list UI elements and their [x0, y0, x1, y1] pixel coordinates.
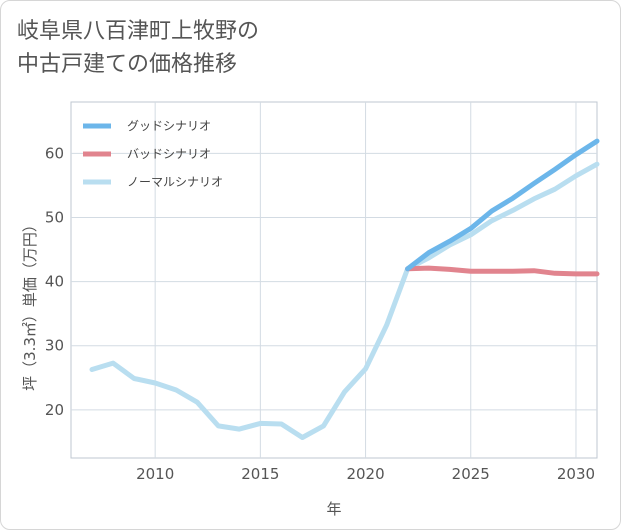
y-tick-label: 30: [45, 337, 64, 355]
y-axis-ticks: 20 30 40 50 60: [45, 144, 64, 419]
series-layer: [89, 138, 600, 440]
legend-label-bad: バッドシナリオ: [127, 147, 211, 161]
y-axis-title: 坪（3.3㎡）単価（万円）: [21, 217, 39, 391]
plot-area: [70, 101, 598, 459]
x-tick-label: 2025: [452, 465, 490, 483]
series-line-normal: [89, 161, 600, 440]
series-line-good: [405, 138, 600, 272]
x-axis-ticks: 2010 2015 2020 2025 2030: [136, 465, 595, 483]
y-tick-label: 40: [45, 273, 64, 291]
x-tick-label: 2030: [557, 465, 595, 483]
series-line-bad: [405, 265, 600, 277]
x-gridlines: [154, 102, 577, 458]
x-axis-title: 年: [326, 500, 341, 518]
x-tick-label: 2020: [346, 465, 384, 483]
x-tick-label: 2015: [241, 465, 279, 483]
chart-title: 岐阜県八百津町上牧野の 中古戸建ての価格推移: [17, 15, 259, 81]
title-line-2: 中古戸建ての価格推移: [17, 52, 238, 77]
legend-label-normal: ノーマルシナリオ: [127, 175, 223, 189]
y-tick-label: 50: [45, 208, 64, 226]
x-tick-label: 2010: [136, 465, 174, 483]
legend-label-good: グッドシナリオ: [127, 119, 211, 133]
title-line-1: 岐阜県八百津町上牧野の: [17, 19, 260, 44]
y-tick-label: 60: [45, 144, 64, 162]
y-tick-label: 20: [45, 401, 64, 419]
